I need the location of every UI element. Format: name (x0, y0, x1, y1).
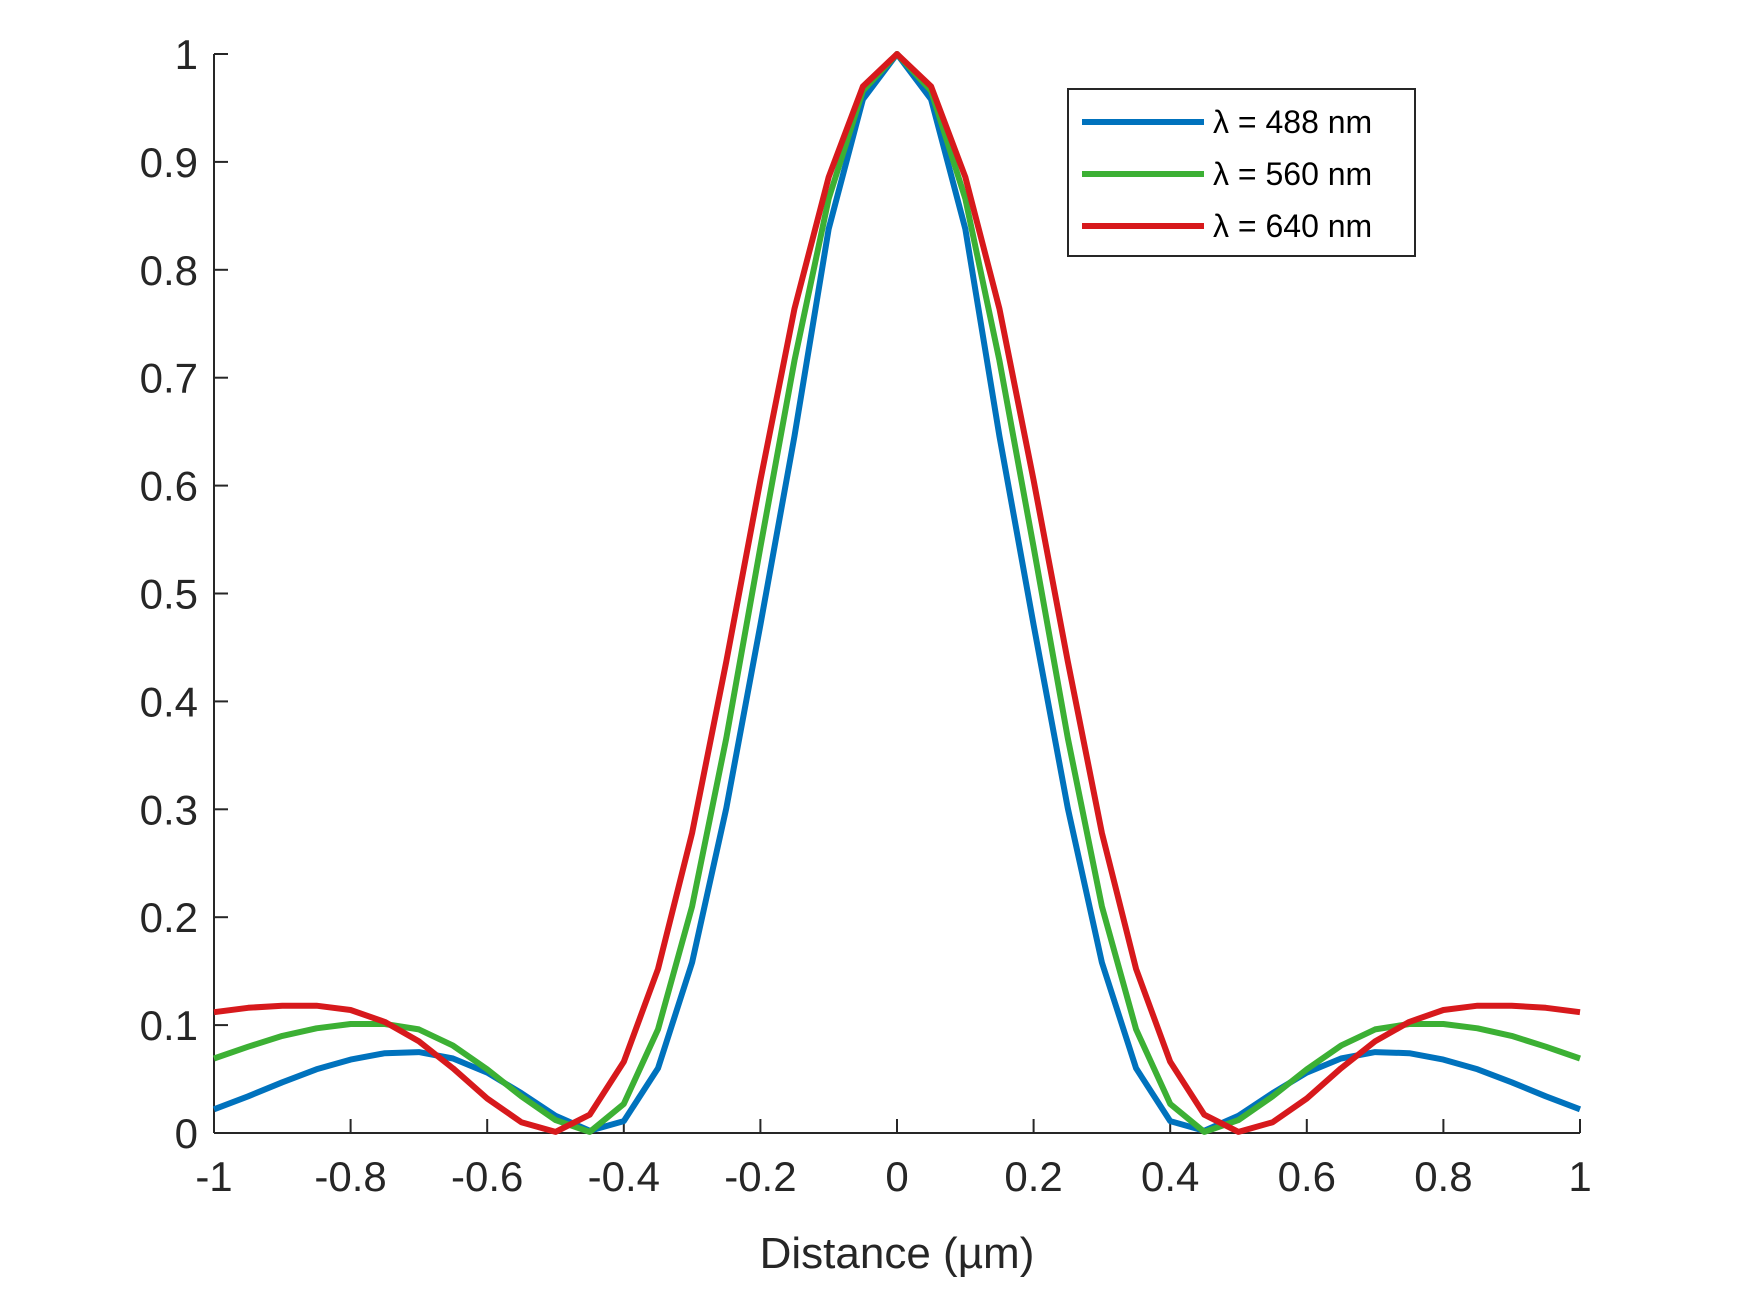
x-tick-label: 0.8 (1414, 1153, 1472, 1200)
legend-label-1: λ = 488 nm (1213, 104, 1372, 140)
x-tick-label: 0.2 (1004, 1153, 1062, 1200)
y-tick-label: 0.3 (140, 786, 198, 833)
x-tick-label: 0.4 (1141, 1153, 1199, 1200)
y-tick-label: 0.2 (140, 894, 198, 941)
y-tick-label: 0.1 (140, 1002, 198, 1049)
legend: λ = 488 nm λ = 560 nm λ = 640 nm (1067, 88, 1416, 257)
x-axis-title: Distance (µm) (760, 1229, 1035, 1278)
y-tick-label: 1 (175, 31, 198, 78)
y-tick-label: 0.4 (140, 678, 198, 725)
x-tick-label: -0.8 (314, 1153, 386, 1200)
x-tick-label: 0 (885, 1153, 908, 1200)
y-tick-label: 0 (175, 1110, 198, 1157)
series-line-3 (213, 51, 1581, 1135)
y-tick-label: 0.9 (140, 139, 198, 186)
x-tick-label: -0.2 (724, 1153, 796, 1200)
legend-label-2: λ = 560 nm (1213, 156, 1372, 192)
x-tick-label: 0.6 (1278, 1153, 1336, 1200)
y-tick-label: 0.8 (140, 247, 198, 294)
x-tick-label: -1 (195, 1153, 232, 1200)
y-tick-label: 0.7 (140, 355, 198, 402)
x-tick-label: -0.4 (588, 1153, 660, 1200)
x-tick-label: -0.6 (451, 1153, 523, 1200)
legend-label-3: λ = 640 nm (1213, 208, 1372, 244)
y-tick-label: 0.5 (140, 571, 198, 618)
x-tick-label: 1 (1568, 1153, 1591, 1200)
x-axis-ticks: -1 -0.8 -0.6 -0.4 -0.2 0 0.2 0.4 0.6 0.8 1 (195, 1119, 1592, 1200)
series-lines (212, 51, 1582, 1135)
y-axis-ticks: 0 0.1 0.2 0.3 0.4 0.5 0.6 0.7 0.8 0.9 1 (140, 31, 228, 1157)
y-tick-label: 0.6 (140, 463, 198, 510)
